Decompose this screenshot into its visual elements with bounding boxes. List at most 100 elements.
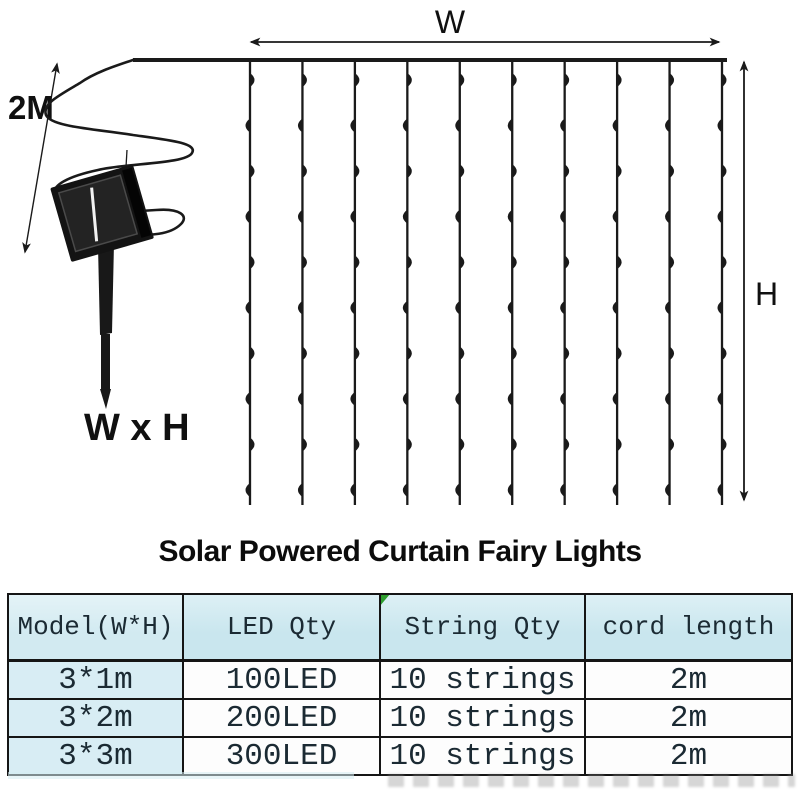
led-bulb [407, 437, 412, 452]
led-bulb [350, 118, 355, 133]
product-title: Solar Powered Curtain Fairy Lights [158, 535, 642, 568]
led-bulb [302, 346, 307, 361]
spec-table: Model(W*H) LED Qty String Qty cord lengt… [7, 593, 793, 776]
led-bulb [665, 118, 670, 133]
ground-stake [98, 243, 114, 409]
led-bulb [560, 118, 565, 133]
led-bulb [722, 255, 727, 270]
column-header-model: Model(W*H) [7, 593, 184, 662]
led-bulb [560, 300, 565, 315]
panel-reflection [90, 187, 99, 242]
led-bulb [612, 209, 618, 224]
led-bulb [297, 118, 303, 133]
column-header-led-qty: LED Qty [182, 593, 381, 662]
table-ghost-row [8, 772, 354, 779]
led-bulb [245, 391, 250, 406]
model-cell: 3*3m [7, 736, 184, 776]
led-bulb [297, 209, 303, 224]
panel-size-label: W x H [84, 407, 190, 449]
string-qty-cell: 10 strings [379, 736, 586, 776]
led-bulb [402, 300, 408, 315]
led-bulb [717, 118, 722, 133]
spec-table-container: Model(W*H) LED Qty String Qty cord lengt… [7, 593, 793, 776]
cord-length-cell: 2m [584, 698, 793, 738]
led-bulb [669, 437, 675, 452]
led-bulb [665, 209, 670, 224]
led-bulb [717, 483, 722, 497]
led-bulb [297, 391, 303, 406]
column-header-string-qty: String Qty [379, 593, 586, 662]
table-row: 3*3m 300LED 10 strings 2m [7, 736, 793, 776]
curtain-strings [245, 60, 727, 505]
led-bulb [245, 118, 250, 133]
led-bulb [402, 483, 408, 497]
led-bulb [612, 391, 618, 406]
cell-corner-marker [382, 595, 390, 606]
led-bulb [245, 483, 250, 497]
model-cell: 3*2m [7, 698, 184, 738]
led-bulb [722, 164, 727, 179]
led-bulb [407, 73, 412, 87]
led-bulb [617, 73, 622, 87]
led-bulb [350, 300, 355, 315]
led-bulb [354, 437, 360, 452]
led-bulb [665, 391, 670, 406]
led-bulb [669, 73, 675, 87]
led-bulb [250, 255, 255, 270]
table-row: 3*2m 200LED 10 strings 2m [7, 698, 793, 738]
cord-length-cell: 2m [584, 736, 793, 776]
led-bulb [512, 255, 517, 270]
led-bulb [250, 73, 255, 87]
cord-length-cell: 2m [584, 659, 793, 700]
led-bulb [250, 164, 255, 179]
power-cable [44, 58, 195, 236]
led-bulb [455, 483, 460, 497]
led-bulb [302, 73, 307, 87]
height-dimension-label: H [755, 276, 778, 312]
led-bulb [350, 391, 355, 406]
led-bulb [560, 483, 565, 497]
column-header-label: String Qty [404, 612, 561, 642]
led-bulb [402, 209, 408, 224]
led-bulb [507, 391, 513, 406]
string-qty-cell: 10 strings [379, 698, 586, 738]
led-bulb [512, 73, 517, 87]
led-bulb [612, 118, 618, 133]
led-bulb [512, 437, 517, 452]
led-bulb [669, 346, 675, 361]
solar-panel [50, 164, 154, 262]
led-bulb [455, 118, 460, 133]
led-bulb [350, 483, 355, 497]
led-bulb [722, 346, 727, 361]
led-bulb [350, 209, 355, 224]
led-bulb [459, 346, 465, 361]
width-dimension-label: W [435, 4, 466, 40]
led-bulb [665, 483, 670, 497]
led-bulb [354, 164, 360, 179]
led-bulb [297, 300, 303, 315]
led-bulb [669, 255, 675, 270]
led-bulb [512, 346, 517, 361]
header-row: Model(W*H) LED Qty String Qty cord lengt… [7, 593, 793, 662]
led-bulb [407, 346, 412, 361]
led-bulb [302, 164, 307, 179]
led-bulb [669, 164, 675, 179]
led-bulb [302, 437, 307, 452]
led-bulb [245, 300, 250, 315]
led-bulb [250, 437, 255, 452]
led-bulb [459, 73, 465, 87]
led-bulb [612, 300, 618, 315]
led-bulb [617, 164, 622, 179]
led-bulb [617, 437, 622, 452]
led-bulb [507, 209, 513, 224]
led-bulb [455, 300, 460, 315]
led-bulb [564, 164, 570, 179]
cable-length-arrow [22, 62, 60, 254]
led-bulb [250, 346, 255, 361]
curtain-lights-diagram: W H 2M W x H [8, 4, 778, 505]
led-bulb [564, 73, 570, 87]
led-bulb [507, 118, 513, 133]
led-bulb [612, 483, 618, 497]
table-row: 3*1m 100LED 10 strings 2m [7, 659, 793, 700]
led-bulb [617, 255, 622, 270]
